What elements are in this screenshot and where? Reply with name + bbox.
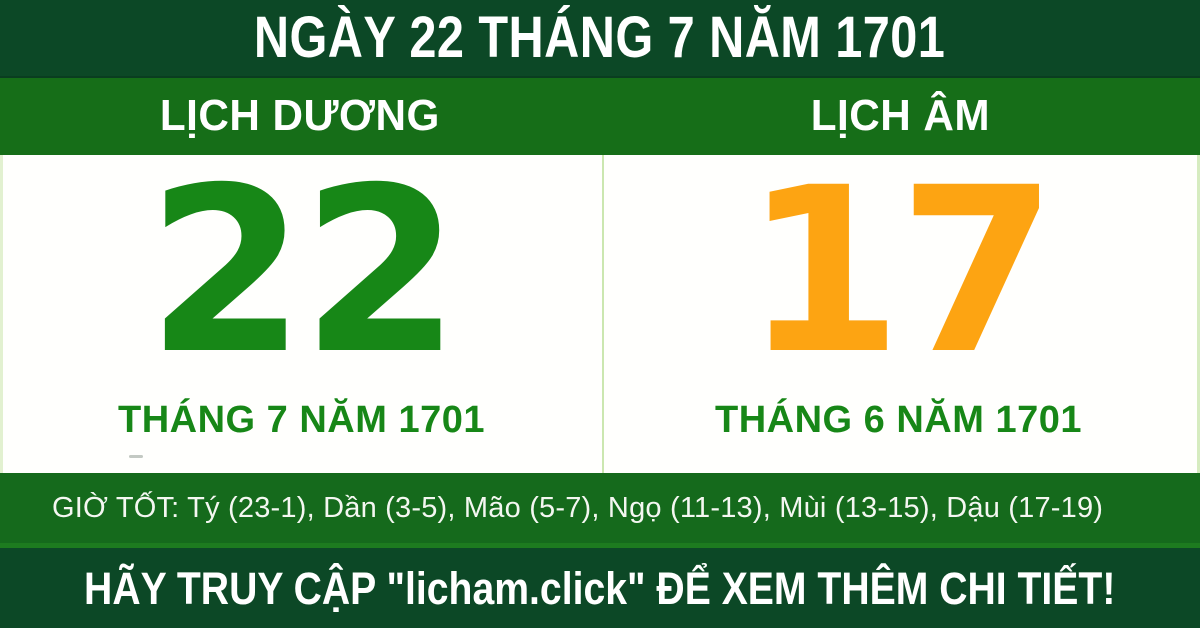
small-dash-mark [129, 455, 143, 458]
date-title-band: NGÀY 22 THÁNG 7 NĂM 1701 [0, 0, 1200, 76]
lunar-calendar-header: LỊCH ÂM [600, 77, 1200, 154]
footer-cta-text: HÃY TRUY CẬP "licham.click" ĐỂ XEM THÊM … [84, 562, 1116, 614]
good-hours-strip: GIỜ TỐT: Tý (23-1), Dần (3-5), Mão (5-7)… [0, 473, 1200, 548]
lunar-month-year: THÁNG 6 NĂM 1701 [715, 399, 1082, 441]
page-title: NGÀY 22 THÁNG 7 NĂM 1701 [254, 5, 946, 70]
lunar-date-column: 17 THÁNG 6 NĂM 1701 [600, 155, 1197, 473]
good-hours-text: GIỜ TỐT: Tý (23-1), Dần (3-5), Mão (5-7)… [52, 491, 1104, 524]
column-divider [602, 155, 604, 473]
footer-band: HÃY TRUY CẬP "licham.click" ĐỂ XEM THÊM … [0, 548, 1200, 628]
solar-calendar-label: LỊCH DƯƠNG [159, 90, 441, 140]
solar-calendar-header: LỊCH DƯƠNG [0, 77, 600, 154]
calendar-type-headers: LỊCH DƯƠNG LỊCH ÂM [0, 76, 1200, 155]
solar-date-column: 22 THÁNG 7 NĂM 1701 [3, 155, 600, 473]
lunar-day-number: 17 [743, 138, 1057, 404]
solar-day-number: 22 [146, 138, 460, 404]
dates-panel: 22 THÁNG 7 NĂM 1701 17 THÁNG 6 NĂM 1701 [0, 155, 1200, 473]
lunar-calendar-label: LỊCH ÂM [810, 90, 990, 140]
solar-month-year: THÁNG 7 NĂM 1701 [118, 399, 485, 441]
